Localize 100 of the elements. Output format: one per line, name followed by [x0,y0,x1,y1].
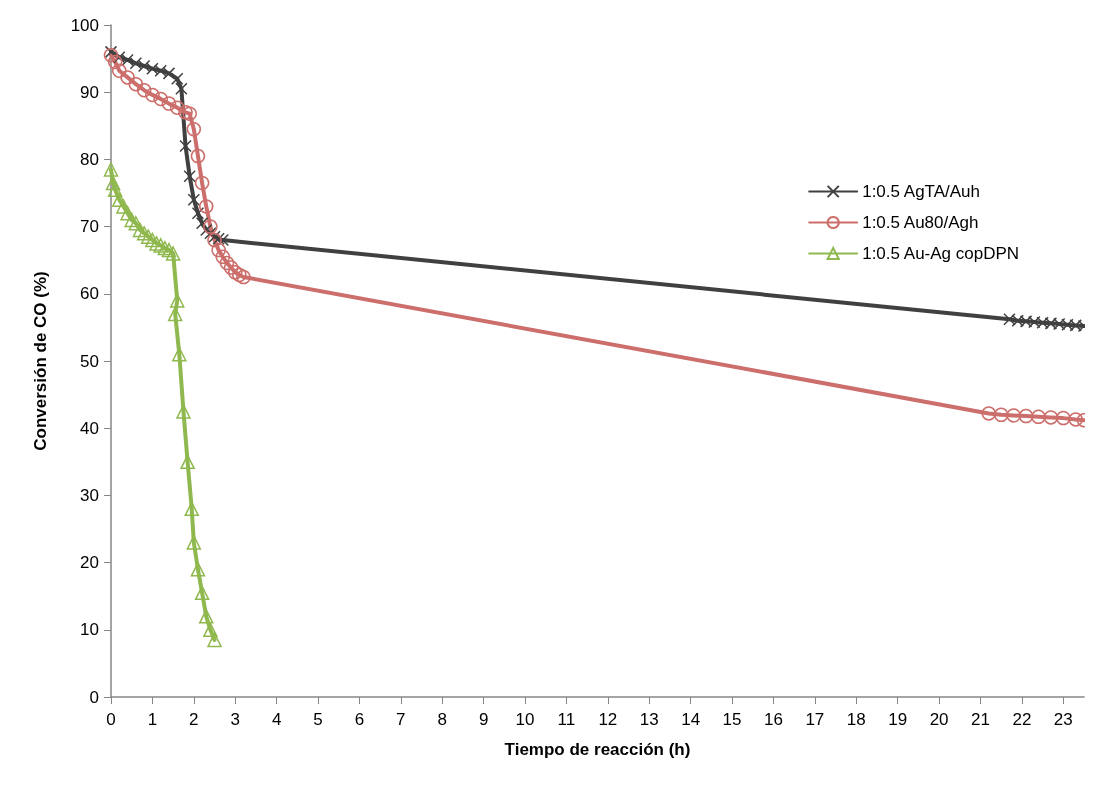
point [1052,317,1066,331]
point [116,199,131,214]
point [211,242,226,258]
point [172,347,187,362]
point [186,121,202,137]
point [175,82,188,96]
point [981,406,997,421]
point [129,57,143,70]
point [1018,408,1034,424]
point [112,192,127,207]
point [194,175,210,191]
point [1056,410,1071,426]
x-tick-label: 21 [971,710,990,729]
point [128,76,144,92]
x-tick-label: 23 [1053,710,1073,729]
point [132,222,148,238]
point [167,306,183,322]
point [203,219,218,234]
point [236,269,251,285]
y-tick-label: 60 [80,284,99,304]
point [207,232,222,248]
point [103,47,119,63]
y-tick-label: 50 [80,351,99,371]
x-tick-label: 14 [681,710,701,729]
point [232,267,247,283]
point [1044,317,1058,330]
point [153,91,168,107]
y-tick-label: 100 [70,15,99,35]
x-tick-label: 1 [147,710,158,729]
point [176,404,191,419]
x-tick-label: 19 [888,710,908,729]
point [149,236,164,251]
point [190,562,206,577]
x-tick-label: 11 [557,710,576,729]
point [124,212,139,228]
point [203,622,218,638]
point [1069,319,1082,332]
y-tick-label: 20 [80,553,99,573]
x-tick-label: 13 [639,710,659,729]
point [141,229,156,244]
x-tick-label: 17 [805,710,825,729]
point [161,242,177,258]
x-tick-label: 0 [106,710,116,729]
point [121,53,134,67]
point [195,216,209,230]
point [212,232,225,245]
point [112,63,127,78]
x-tick-label: 20 [929,710,949,729]
x-tick-label: 4 [271,710,282,729]
point [104,45,118,59]
x-axis-title: Tiempo de reacción (h) [504,740,691,759]
point [180,454,195,470]
point [107,182,123,197]
y-tick-label: 0 [89,687,99,707]
point [162,67,176,80]
point [157,240,173,256]
point [170,293,185,308]
point [993,407,1009,422]
x-tick-label: 16 [764,710,783,729]
point [1003,313,1016,326]
point [161,96,177,111]
x-tick-label: 8 [437,710,447,729]
point [184,501,199,517]
point [154,64,167,77]
point [194,585,210,601]
point [1006,408,1021,423]
point [204,227,217,240]
x-tick-label: 3 [230,710,240,729]
legend-label: 1:0.5 Au80/Agh [862,213,979,232]
point [219,255,235,271]
point [227,265,243,280]
point [191,206,205,220]
point [128,215,144,231]
point [198,609,214,624]
point [1011,314,1024,327]
point [136,226,152,241]
point [103,162,119,177]
point [1031,409,1046,425]
point [1043,410,1059,425]
y-tick-label: 30 [80,485,99,505]
point [1028,315,1041,329]
point [113,51,126,64]
y-axis-title: Conversión de CO (%) [31,271,50,451]
point [179,139,192,153]
point [145,87,160,103]
point [178,105,193,120]
point [190,148,206,164]
y-tick-label: 10 [80,620,99,640]
point [136,82,152,98]
x-tick-label: 7 [396,710,406,729]
point [208,230,221,243]
point [187,193,201,206]
legend-label: 1:0.5 Au-Ag copDPN [862,244,1020,263]
x-tick-label: 2 [189,710,199,729]
x-tick-label: 5 [313,710,323,729]
y-tick-label: 70 [80,217,99,237]
point [183,169,196,183]
point [153,238,168,253]
point [207,632,222,648]
point [1036,316,1049,329]
